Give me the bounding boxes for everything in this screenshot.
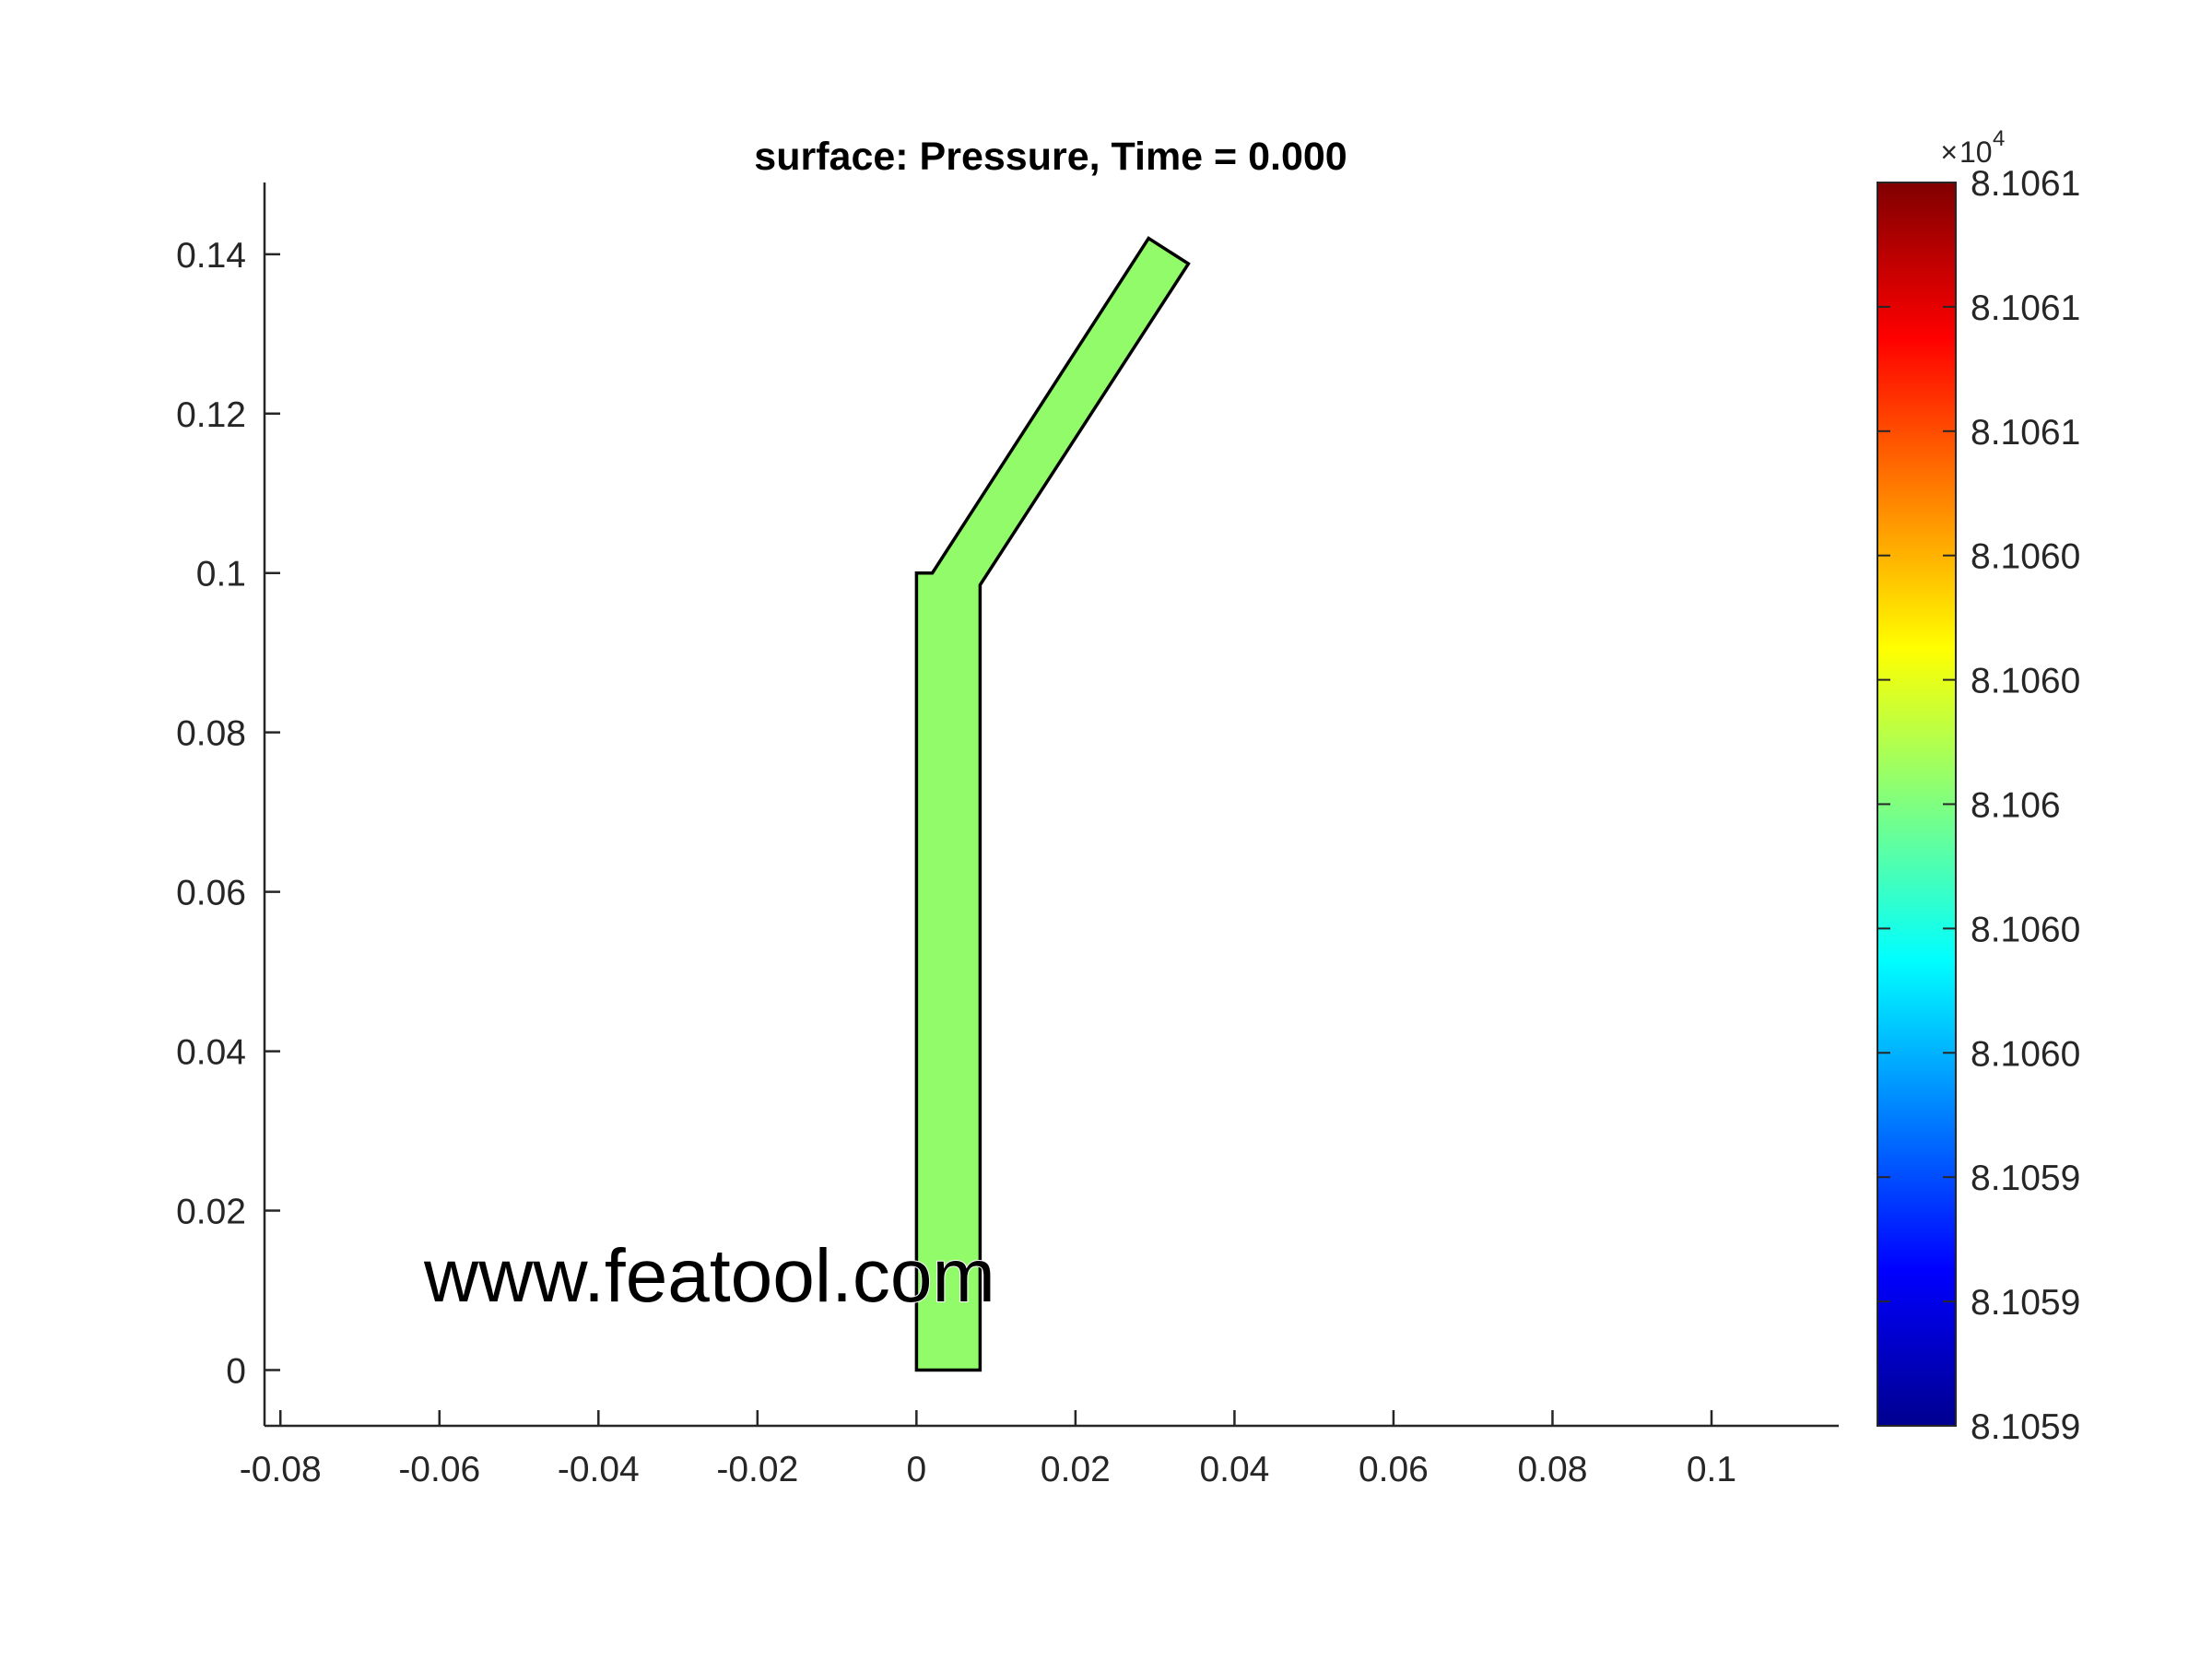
- chart-title: surface: Pressure, Time = 0.000: [754, 135, 1347, 179]
- y-tick-label: 0.14: [176, 236, 246, 276]
- y-tick-label: 0.02: [176, 1193, 246, 1232]
- watermark-text: www.featool.com: [423, 1234, 995, 1318]
- colorbar-multiplier-exponent: 4: [1993, 126, 2005, 151]
- colorbar-tick-label: 8.106: [1971, 786, 2061, 826]
- x-tick-label: -0.04: [558, 1450, 640, 1489]
- y-tick-label: 0.12: [176, 395, 246, 435]
- colorbar: 8.1061 8.1061 8.1061 8.1060 8.1060 8.106 8.106…: [1877, 126, 2080, 1447]
- plot-area: www.featool.com -0.08 -0.06 -0.04 -0.02 0 0.0…: [176, 182, 1839, 1489]
- y-axis-ticks: 0 0.02 0.04 0.06 0.08 0.1 0.12 0.14: [176, 236, 280, 1391]
- colorbar-tick-label: 8.1060: [1971, 537, 2080, 577]
- colorbar-tick-label: 8.1060: [1971, 1034, 2080, 1074]
- x-tick-label: 0.02: [1041, 1450, 1111, 1489]
- x-tick-label: 0.1: [1687, 1450, 1736, 1489]
- colorbar-multiplier-base: 10: [1959, 135, 1993, 169]
- colorbar-tick-label: 8.1061: [1971, 288, 2080, 328]
- x-axis-ticks: -0.08 -0.06 -0.04 -0.02 0 0.02 0.04 0.06 0.08 0.1: [240, 1410, 1736, 1489]
- pressure-domain-surface: [914, 236, 1191, 1372]
- x-tick-label: -0.06: [398, 1450, 480, 1489]
- x-tick-label: 0.04: [1199, 1450, 1269, 1489]
- y-tick-label: 0.08: [176, 714, 246, 754]
- colorbar-tick-label: 8.1059: [1971, 1159, 2080, 1198]
- y-tick-label: 0.04: [176, 1033, 246, 1073]
- x-tick-label: 0: [907, 1450, 927, 1489]
- colorbar-tick-label: 8.1059: [1971, 1283, 2080, 1323]
- x-tick-label: -0.08: [240, 1450, 322, 1489]
- colorbar-tick-label: 8.1060: [1971, 662, 2080, 701]
- svg-text:×: ×: [1940, 135, 1958, 169]
- colorbar-tick-label: 8.1061: [1971, 413, 2080, 453]
- y-tick-label: 0: [226, 1351, 246, 1391]
- colorbar-multiplier: × 10 4: [1940, 126, 2005, 169]
- colorbar-gradient: [1877, 182, 1957, 1427]
- colorbar-tick-label: 8.1059: [1971, 1407, 2080, 1447]
- y-tick-label: 0.06: [176, 874, 246, 913]
- colorbar-ticks: 8.1061 8.1061 8.1061 8.1060 8.1060 8.106 8.106…: [1877, 164, 2080, 1447]
- colorbar-tick-label: 8.1061: [1971, 164, 2080, 204]
- x-tick-label: 0.08: [1518, 1450, 1588, 1489]
- x-tick-label: 0.06: [1359, 1450, 1429, 1489]
- colorbar-tick-label: 8.1060: [1971, 910, 2080, 949]
- y-tick-label: 0.1: [196, 555, 246, 594]
- x-tick-label: -0.02: [716, 1450, 798, 1489]
